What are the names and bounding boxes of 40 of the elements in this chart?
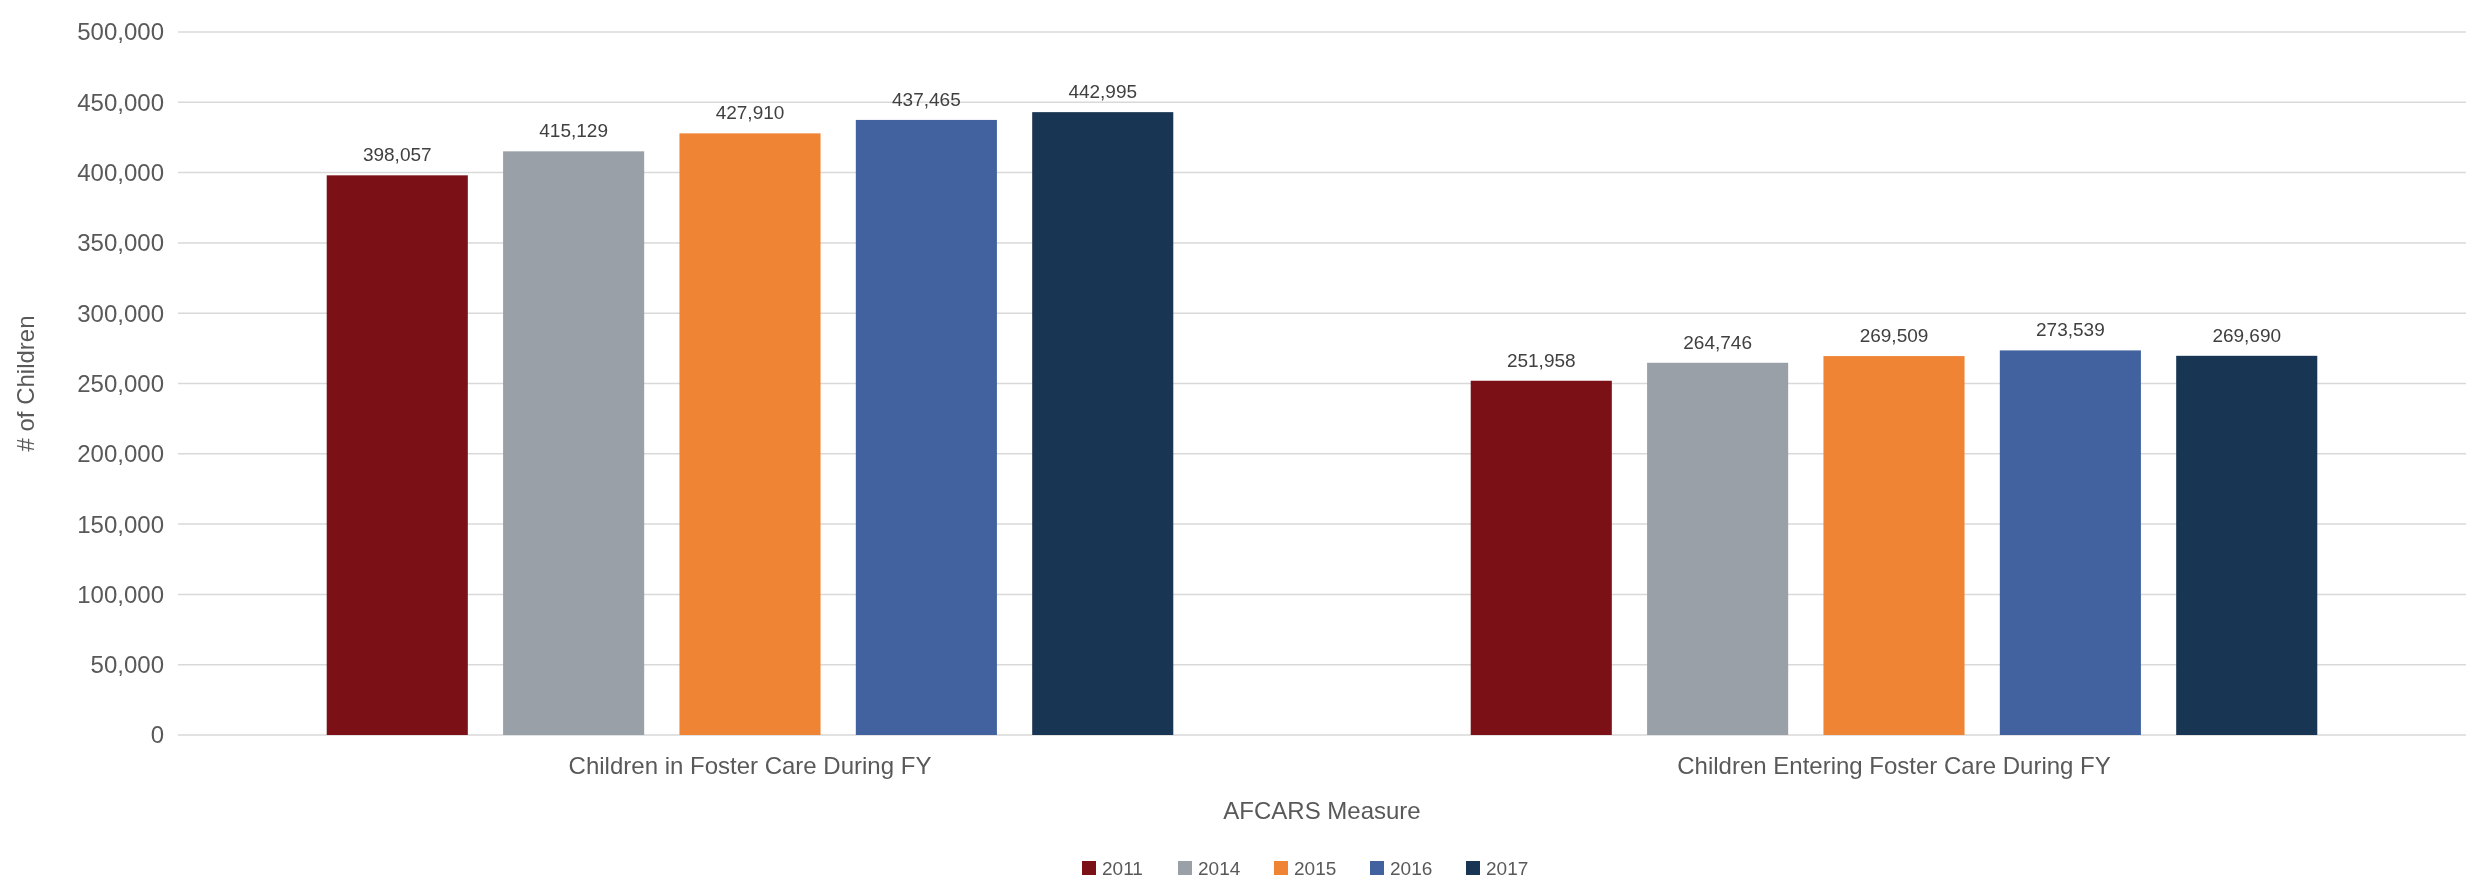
bar <box>1647 362 1789 735</box>
y-tick-label: 50,000 <box>90 651 164 679</box>
x-tick-label: Children in Foster Care During FY <box>568 752 932 779</box>
data-label: 273,539 <box>2036 319 2105 341</box>
bar <box>1823 356 1965 735</box>
data-label: 427,910 <box>715 102 785 124</box>
x-axis-title: AFCARS Measure <box>1223 797 1421 824</box>
data-label: 264,746 <box>1683 331 1752 353</box>
legend-label: 2016 <box>1390 858 1433 879</box>
data-label: 269,690 <box>2212 324 2282 346</box>
data-label: 437,465 <box>892 88 961 110</box>
data-label: 398,057 <box>362 144 432 166</box>
y-tick-label: 250,000 <box>77 369 164 397</box>
bar <box>1470 380 1612 735</box>
y-tick-label: 300,000 <box>77 299 164 327</box>
y-tick-label: 400,000 <box>77 159 164 186</box>
legend-label: 2017 <box>1486 858 1529 879</box>
y-tick-label: 350,000 <box>77 229 164 257</box>
bar <box>503 151 645 735</box>
legend-label: 2015 <box>1294 858 1337 879</box>
bar <box>326 175 468 735</box>
y-tick-label: 450,000 <box>77 88 164 116</box>
y-axis-title: # of Children <box>12 315 39 452</box>
y-tick-label: 100,000 <box>77 580 164 608</box>
data-label: 442,995 <box>1068 81 1138 103</box>
data-label: 415,129 <box>539 120 608 142</box>
y-tick-label: 200,000 <box>77 440 164 468</box>
data-label: 251,958 <box>1506 349 1576 371</box>
y-tick-label: 0 <box>150 721 164 749</box>
bar <box>679 133 821 735</box>
bar <box>2176 355 2318 735</box>
x-tick-label: Children Entering Foster Care During FY <box>1677 752 2111 779</box>
legend-label: 2011 <box>1102 858 1143 879</box>
bar <box>1999 350 2141 735</box>
data-label: 269,509 <box>1859 325 1929 347</box>
y-tick-label: 500,000 <box>77 18 164 46</box>
bar <box>1032 112 1174 735</box>
legend-label: 2014 <box>1198 858 1241 879</box>
bar <box>855 119 997 735</box>
y-tick-label: 150,000 <box>77 510 164 538</box>
